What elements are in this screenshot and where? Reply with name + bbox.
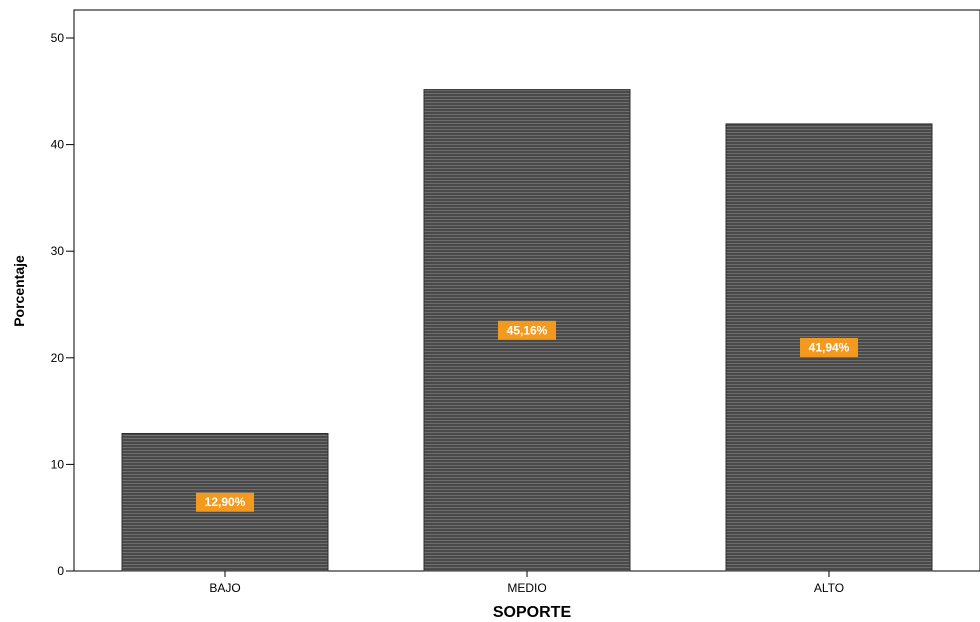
- x-tick-label: BAJO: [209, 581, 240, 595]
- bars: 12,90% 45,16% 41,94%: [121, 89, 933, 572]
- y-tick-label: 10: [51, 457, 65, 471]
- y-tick-label: 40: [51, 138, 65, 152]
- data-label: 12,90%: [205, 495, 246, 509]
- data-label-box: [800, 337, 858, 357]
- data-label-box: [196, 492, 254, 512]
- y-tick-label: 0: [57, 564, 64, 578]
- y-tick-label: 20: [51, 351, 65, 365]
- y-tick-label: 50: [51, 31, 65, 45]
- data-label-box: [498, 320, 556, 340]
- data-label: 41,94%: [809, 340, 850, 354]
- x-tick-label: ALTO: [814, 581, 844, 595]
- x-axis: BAJO MEDIO ALTO: [209, 571, 844, 595]
- x-tick-label: MEDIO: [507, 581, 546, 595]
- y-tick-label: 30: [51, 244, 65, 258]
- data-label: 45,16%: [507, 323, 548, 337]
- y-axis: 0 10 20 30 40 50: [51, 31, 74, 578]
- x-axis-title: SOPORTE: [493, 604, 572, 621]
- y-axis-title: Porcentaje: [11, 255, 27, 327]
